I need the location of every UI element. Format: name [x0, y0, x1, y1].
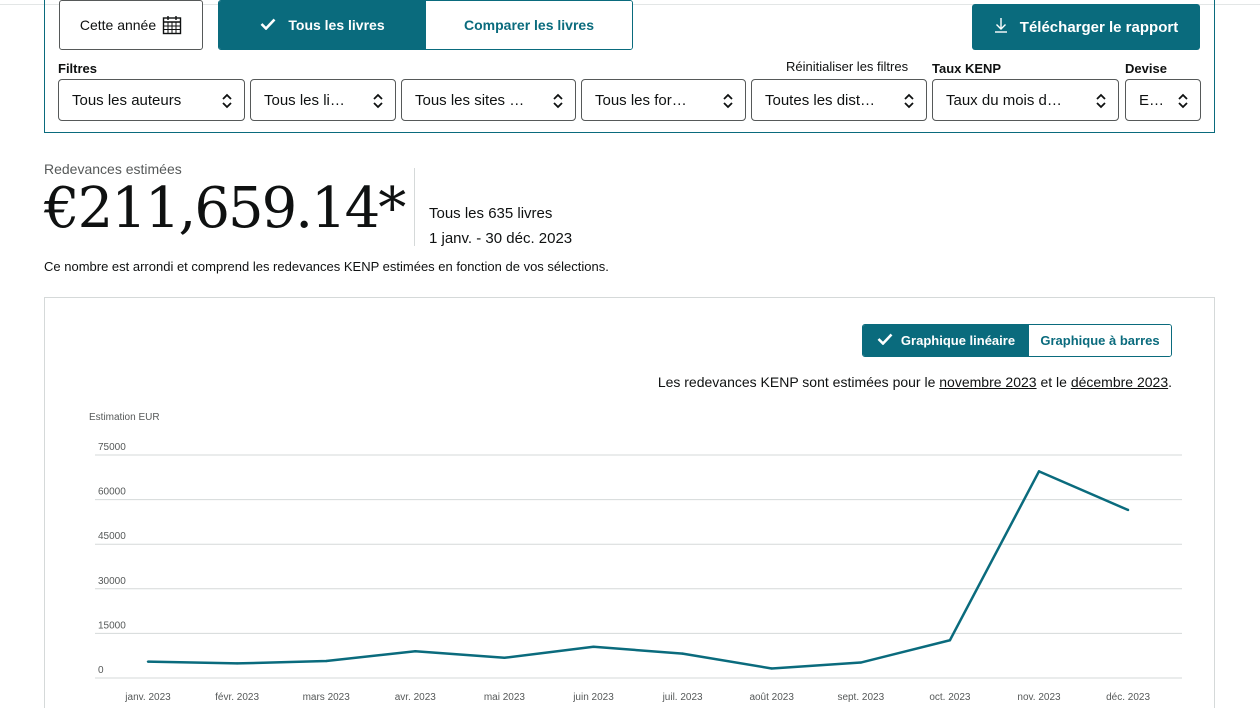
kenp-note-suffix: . — [1168, 374, 1172, 390]
book-dropdown[interactable]: Tous les li… — [250, 79, 396, 121]
x-tick-label: juil. 2023 — [662, 692, 703, 703]
kenp-rate-dropdown[interactable]: Taux du mois d… — [932, 79, 1119, 121]
rounding-note: Ce nombre est arrondi et comprend les re… — [44, 259, 609, 274]
format-dropdown-value: Tous les for… — [595, 91, 687, 109]
chevron-updown-icon — [1096, 93, 1106, 109]
y-tick-label: 60000 — [98, 487, 126, 498]
chart-type-toggle: Graphique linéaire Graphique à barres — [862, 324, 1172, 357]
book-mode-toggle: Tous les livres Comparer les livres — [218, 0, 633, 50]
y-tick-label: 30000 — [98, 576, 126, 587]
x-tick-label: mai 2023 — [484, 692, 526, 703]
x-tick-label: déc. 2023 — [1106, 692, 1150, 703]
distribution-dropdown-value: Toutes les dist… — [765, 91, 876, 109]
royalties-label: Redevances estimées — [44, 161, 182, 177]
year-selector-label: Cette année — [79, 17, 157, 33]
data-point — [859, 661, 862, 664]
chevron-updown-icon — [373, 93, 383, 109]
currency-dropdown[interactable]: E… — [1125, 79, 1201, 121]
x-tick-label: oct. 2023 — [929, 692, 971, 703]
chevron-updown-icon — [553, 93, 563, 109]
line-chart-tab[interactable]: Graphique linéaire — [863, 325, 1029, 356]
data-point — [325, 659, 328, 663]
data-point — [1037, 470, 1041, 473]
x-tick-label: janv. 2023 — [124, 692, 171, 703]
x-tick-label: sept. 2023 — [837, 692, 884, 703]
download-report-button[interactable]: Télécharger le rapport — [972, 4, 1200, 50]
marketplace-dropdown[interactable]: Tous les sites … — [401, 79, 576, 121]
x-tick-label: févr. 2023 — [215, 692, 259, 703]
kenp-note-prefix: Les redevances KENP sont estimées pour l… — [657, 374, 940, 390]
distribution-dropdown[interactable]: Toutes les dist… — [751, 79, 927, 121]
y-axis-label: Estimation EUR — [89, 412, 160, 423]
all-books-label: Tous les livres — [288, 17, 385, 33]
data-point — [235, 662, 239, 665]
royalties-amount: €211,659.14* — [44, 176, 406, 241]
summary-divider — [414, 168, 415, 246]
chevron-updown-icon — [1178, 93, 1188, 109]
download-icon — [994, 17, 1008, 37]
data-point — [1126, 508, 1130, 512]
bar-chart-tab[interactable]: Graphique à barres — [1029, 325, 1171, 356]
y-tick-label: 15000 — [98, 620, 126, 631]
data-point — [414, 650, 417, 653]
bar-chart-label: Graphique à barres — [1040, 333, 1160, 348]
data-point — [948, 639, 952, 642]
currency-dropdown-value: E… — [1139, 91, 1165, 109]
marketplace-dropdown-value: Tous les sites … — [415, 91, 525, 109]
kenp-month-link-december[interactable]: décembre 2023 — [1070, 374, 1169, 390]
chart-panel — [44, 297, 1215, 708]
date-range: 1 janv. - 30 déc. 2023 — [429, 230, 573, 247]
download-report-label: Télécharger le rapport — [1019, 18, 1179, 36]
check-icon — [877, 333, 893, 348]
year-selector-button[interactable]: Cette année — [59, 0, 203, 50]
data-point — [681, 652, 684, 655]
x-tick-label: août 2023 — [749, 692, 794, 703]
format-dropdown[interactable]: Tous les for… — [581, 79, 746, 121]
data-point — [146, 660, 150, 663]
y-tick-label: 0 — [98, 665, 104, 676]
books-count: Tous les 635 livres — [429, 205, 553, 222]
chevron-updown-icon — [222, 93, 232, 109]
kenp-estimate-note: Les redevances KENP sont estimées pour l… — [658, 374, 1172, 390]
x-tick-label: nov. 2023 — [1017, 692, 1061, 703]
filter-panel — [44, 0, 1215, 133]
kenp-month-link-november[interactable]: novembre 2023 — [939, 374, 1037, 390]
x-tick-label: avr. 2023 — [395, 692, 437, 703]
book-dropdown-value: Tous les li… — [264, 91, 345, 109]
series-line — [147, 470, 1129, 670]
kenp-note-middle: et le — [1036, 374, 1071, 390]
x-tick-label: mars 2023 — [303, 692, 351, 703]
currency-heading: Devise — [1125, 61, 1167, 76]
check-icon — [260, 17, 276, 33]
chevron-updown-icon — [904, 93, 914, 109]
x-tick-label: juin 2023 — [572, 692, 614, 703]
calendar-icon — [162, 15, 182, 35]
data-point — [592, 645, 595, 648]
all-books-tab[interactable]: Tous les livres — [219, 1, 426, 49]
compare-books-tab[interactable]: Comparer les livres — [426, 1, 632, 49]
filters-heading: Filtres — [58, 61, 98, 76]
chevron-updown-icon — [723, 93, 733, 109]
reset-filters-link[interactable]: Réinitialiser les filtres — [786, 59, 909, 74]
data-point — [503, 656, 506, 659]
author-dropdown[interactable]: Tous les auteurs — [58, 79, 245, 121]
y-tick-label: 45000 — [98, 531, 126, 542]
compare-books-label: Comparer les livres — [464, 17, 594, 33]
line-chart-label: Graphique linéaire — [900, 333, 1016, 348]
kenp-rate-heading: Taux KENP — [932, 61, 1002, 76]
author-dropdown-value: Tous les auteurs — [72, 91, 182, 109]
y-tick-label: 75000 — [98, 442, 126, 453]
kenp-rate-dropdown-value: Taux du mois d… — [946, 91, 1062, 109]
data-point — [770, 667, 773, 670]
